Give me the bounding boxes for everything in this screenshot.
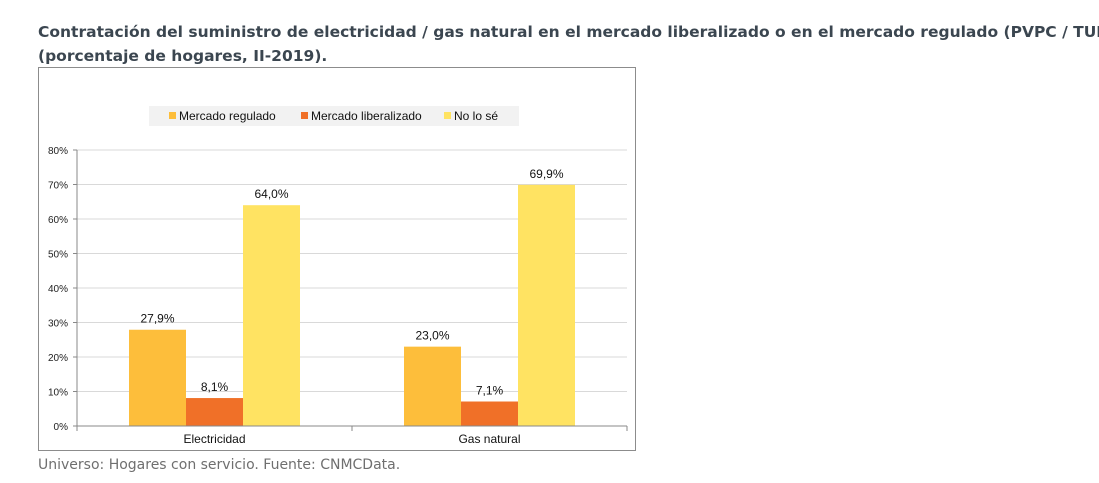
chart-title-line-1: Contratación del suministro de electrici… xyxy=(38,23,1099,41)
data-label-gas-natural-mercado-liberalizado: 7,1% xyxy=(476,384,504,398)
y-tick-label: 70% xyxy=(48,181,68,192)
chart-title: Contratación del suministro de electrici… xyxy=(38,20,1099,68)
x-tick-label-electricidad: Electricidad xyxy=(183,432,245,446)
bar-chart: Mercado regulado Mercado liberalizado No l… xyxy=(48,106,628,446)
y-tick-label: 0% xyxy=(54,422,69,433)
data-label-electricidad-no-lo-se: 64,0% xyxy=(254,187,288,201)
y-tick-label: 60% xyxy=(48,215,68,226)
data-label-electricidad-mercado-liberalizado: 8,1% xyxy=(201,380,229,394)
data-label-electricidad-mercado-regulado: 27,9% xyxy=(140,312,174,326)
chart-bars xyxy=(129,184,575,426)
x-tick-label-gas-natural: Gas natural xyxy=(458,432,520,446)
chart-frame: Mercado regulado Mercado liberalizado No l… xyxy=(38,67,636,451)
legend-swatch-no-lo-se xyxy=(444,112,451,119)
chart-title-line-2: (porcentaje de hogares, II-2019). xyxy=(38,47,328,65)
x-axis: Electricidad Gas natural xyxy=(76,425,628,446)
legend-label-mercado-liberalizado: Mercado liberalizado xyxy=(311,109,422,123)
y-tick-label: 50% xyxy=(48,250,68,261)
y-tick-label: 10% xyxy=(48,388,68,399)
bar-electricidad-no-lo-se xyxy=(243,205,300,426)
bar-gas-natural-mercado-regulado xyxy=(404,346,461,426)
chart-legend: Mercado regulado Mercado liberalizado No l… xyxy=(149,106,519,126)
legend-swatch-mercado-liberalizado xyxy=(301,112,308,119)
y-tick-label: 30% xyxy=(48,319,68,330)
bar-gas-natural-no-lo-se xyxy=(518,184,575,426)
bar-electricidad-mercado-regulado xyxy=(129,329,186,426)
legend-label-mercado-regulado: Mercado regulado xyxy=(179,109,276,123)
y-tick-label: 20% xyxy=(48,353,68,364)
y-tick-label: 80% xyxy=(48,146,68,157)
bar-gas-natural-mercado-liberalizado xyxy=(461,401,518,426)
data-label-gas-natural-no-lo-se: 69,9% xyxy=(529,167,563,181)
data-labels: 27,9% 8,1% 64,0% 23,0% 7,1% 69,9% xyxy=(140,167,563,398)
legend-background xyxy=(149,106,519,126)
data-label-gas-natural-mercado-regulado: 23,0% xyxy=(415,329,449,343)
legend-label-no-lo-se: No lo sé xyxy=(454,109,498,123)
source-note: Universo: Hogares con servicio. Fuente: … xyxy=(38,457,401,473)
legend-swatch-mercado-regulado xyxy=(169,112,176,119)
y-axis: 0% 10% 20% 30% 40% 50% 60% 70% 80% xyxy=(48,146,78,433)
y-tick-label: 40% xyxy=(48,284,68,295)
bar-electricidad-mercado-liberalizado xyxy=(186,398,243,426)
